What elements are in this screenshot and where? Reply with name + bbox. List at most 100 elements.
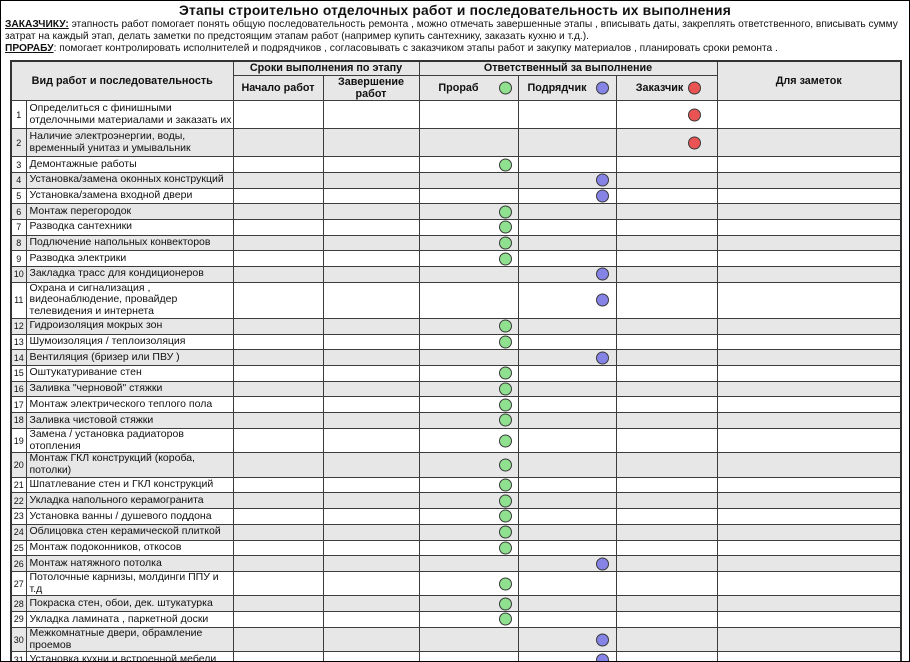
- start-date-cell: [232, 452, 324, 478]
- end-date-cell: [322, 317, 420, 335]
- foreman-cell: [418, 250, 519, 268]
- customer-header-label: Заказчик: [635, 82, 684, 95]
- row-label: Оштукатуривание стен: [25, 365, 234, 382]
- end-date-cell: [322, 611, 420, 628]
- table-row: 19 Замена / установка радиаторов отоплен…: [10, 427, 902, 454]
- contractor-marker-icon: [595, 653, 609, 661]
- end-date-cell: [322, 187, 420, 205]
- col-header-notes: Для заметок: [716, 60, 902, 102]
- foreman-marker-icon: [498, 236, 512, 250]
- contractor-cell: [517, 595, 617, 613]
- end-date-cell: [322, 380, 420, 398]
- foreman-cell: [418, 349, 519, 367]
- notes-cell: [716, 218, 902, 236]
- start-date-cell: [232, 396, 324, 414]
- row-number: 28: [10, 595, 27, 613]
- col-header-foreman: Прораб: [418, 75, 519, 102]
- row-number: 25: [10, 539, 27, 557]
- notes-cell: [716, 626, 902, 653]
- foreman-marker-icon: [498, 494, 512, 508]
- contractor-cell: [517, 427, 617, 454]
- start-date-cell: [232, 156, 324, 173]
- row-label: Покраска стен, обои, дек. штукатурка: [25, 595, 234, 613]
- foreman-cell: [418, 570, 519, 597]
- notes-cell: [716, 492, 902, 510]
- table-row: 4 Установка/замена оконных конструкций: [10, 171, 902, 189]
- table-header: Вид работ и последовательность Сроки вып…: [10, 60, 902, 102]
- start-date-cell: [232, 476, 324, 494]
- contractor-cell: [517, 100, 617, 130]
- row-number: 3: [10, 156, 27, 173]
- start-date-cell: [232, 266, 324, 283]
- table-row: 25 Монтаж подоконников, откосов: [10, 539, 902, 557]
- work-stages-table: Вид работ и последовательность Сроки вып…: [10, 59, 903, 661]
- table-row: 29 Укладка ламината , паркетной доски: [10, 611, 902, 628]
- foreman-cell: [418, 218, 519, 236]
- row-number: 30: [10, 626, 27, 653]
- contractor-cell: [517, 570, 617, 597]
- row-number: 31: [10, 651, 27, 661]
- notes-cell: [716, 412, 902, 429]
- row-label: Разводка электрики: [25, 250, 234, 268]
- foreman-cell: [418, 187, 519, 205]
- contractor-marker-icon: [595, 173, 609, 187]
- row-number: 7: [10, 218, 27, 236]
- end-date-cell: [322, 396, 420, 414]
- table-row: 24 Облицовка стен керамической плиткой: [10, 523, 902, 541]
- start-date-cell: [232, 611, 324, 628]
- start-date-cell: [232, 365, 324, 382]
- notes-cell: [716, 187, 902, 205]
- start-date-cell: [232, 187, 324, 205]
- notes-cell: [716, 523, 902, 541]
- start-date-cell: [232, 100, 324, 130]
- foreman-cell: [418, 156, 519, 173]
- customer-cell: [615, 492, 718, 510]
- end-date-cell: [322, 234, 420, 252]
- foreman-marker-icon: [498, 612, 512, 626]
- foreman-marker-icon: [498, 525, 512, 539]
- row-label: Монтаж электрического теплого пола: [25, 396, 234, 414]
- end-date-cell: [322, 595, 420, 613]
- customer-legend-icon: [687, 81, 701, 95]
- start-date-cell: [232, 523, 324, 541]
- foreman-cell: [418, 128, 519, 158]
- start-date-cell: [232, 539, 324, 557]
- customer-cell: [615, 250, 718, 268]
- start-date-cell: [232, 218, 324, 236]
- end-date-cell: [322, 171, 420, 189]
- row-number: 4: [10, 171, 27, 189]
- end-date-cell: [322, 476, 420, 494]
- col-header-dates-group: Сроки выполнения по этапу: [232, 60, 420, 77]
- customer-cell: [615, 281, 718, 319]
- foreman-legend-icon: [498, 81, 512, 95]
- notes-cell: [716, 171, 902, 189]
- start-date-cell: [232, 595, 324, 613]
- foreman-cell: [418, 234, 519, 252]
- foreman-cell: [418, 427, 519, 454]
- table-row: 15 Оштукатуривание стен: [10, 365, 902, 382]
- end-date-cell: [322, 365, 420, 382]
- end-date-cell: [322, 412, 420, 429]
- row-label: Монтаж подоконников, откосов: [25, 539, 234, 557]
- foreman-marker-icon: [498, 577, 512, 591]
- end-date-cell: [322, 156, 420, 173]
- table-row: 5 Установка/замена входной двери: [10, 187, 902, 205]
- contractor-cell: [517, 412, 617, 429]
- end-date-cell: [322, 250, 420, 268]
- contractor-cell: [517, 156, 617, 173]
- foreman-cell: [418, 452, 519, 478]
- customer-cell: [615, 651, 718, 661]
- start-date-cell: [232, 555, 324, 572]
- start-date-cell: [232, 626, 324, 653]
- foreman-cell: [418, 203, 519, 220]
- foreman-cell: [418, 412, 519, 429]
- customer-cell: [615, 171, 718, 189]
- col-header-end-date: Завершение работ: [322, 75, 420, 102]
- foreman-cell: [418, 365, 519, 382]
- contractor-cell: [517, 128, 617, 158]
- row-label: Охрана и сигнализация , видеонаблюдение,…: [25, 281, 234, 319]
- contractor-cell: [517, 171, 617, 189]
- table-row: 26 Монтаж натяжного потолка: [10, 555, 902, 572]
- row-label: Подлючение напольных конвекторов: [25, 234, 234, 252]
